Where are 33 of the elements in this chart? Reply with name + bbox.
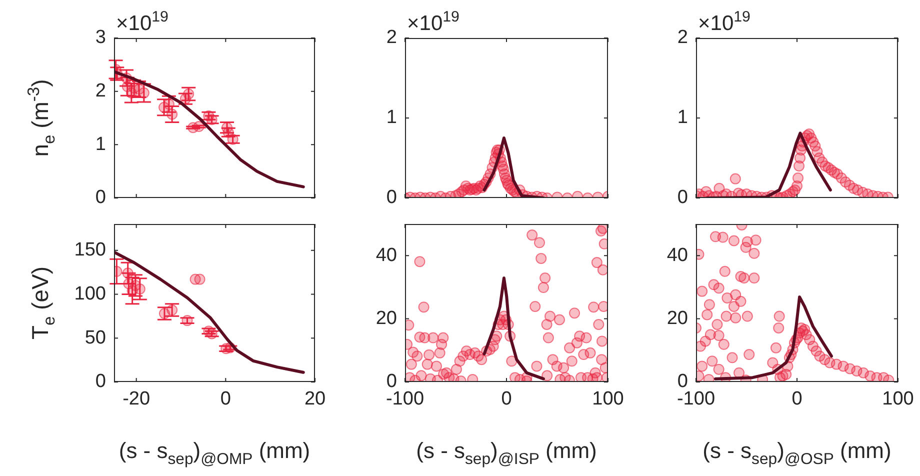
y-tick-label: 2: [95, 80, 106, 102]
point: [131, 80, 147, 98]
x-tick-label: 100: [592, 388, 624, 410]
y-tick-label: 50: [84, 327, 106, 348]
x-tick-label: 0: [501, 388, 512, 410]
point: [194, 274, 206, 285]
y-tick-label: 2: [677, 27, 688, 48]
x-tick-label: -20: [122, 388, 150, 410]
x-tick-label: 20: [304, 388, 326, 410]
x-tick-label: 100: [882, 388, 914, 410]
y-tick-label: 100: [74, 283, 106, 304]
point: [134, 283, 146, 294]
y-tick-label: 3: [95, 27, 106, 48]
x-tick-label: 0: [220, 388, 231, 410]
y-tick-label: 1: [677, 107, 688, 128]
y-tick-label: 1: [95, 134, 106, 155]
y-tick-label: 20: [376, 308, 397, 330]
y-tick-label: 40: [376, 244, 397, 266]
y-tick-label: 0: [677, 187, 688, 208]
point: [122, 268, 134, 279]
y-axis-title: Te (eV): [27, 266, 58, 340]
y-tick-label: 2: [386, 27, 397, 48]
y-tick-label: 0: [95, 371, 106, 392]
y-tick-label: 40: [666, 244, 688, 266]
y-axis-title: ne (m-3): [24, 79, 58, 157]
point: [206, 328, 218, 340]
x-tick-label: 0: [792, 388, 802, 410]
y-tick-label: 0: [95, 187, 106, 208]
y-tick-label: 1: [386, 107, 397, 128]
y-tick-label: 0: [386, 187, 397, 208]
y-tick-label: 150: [74, 240, 106, 261]
y-tick-label: 20: [666, 308, 688, 330]
point: [182, 315, 193, 326]
